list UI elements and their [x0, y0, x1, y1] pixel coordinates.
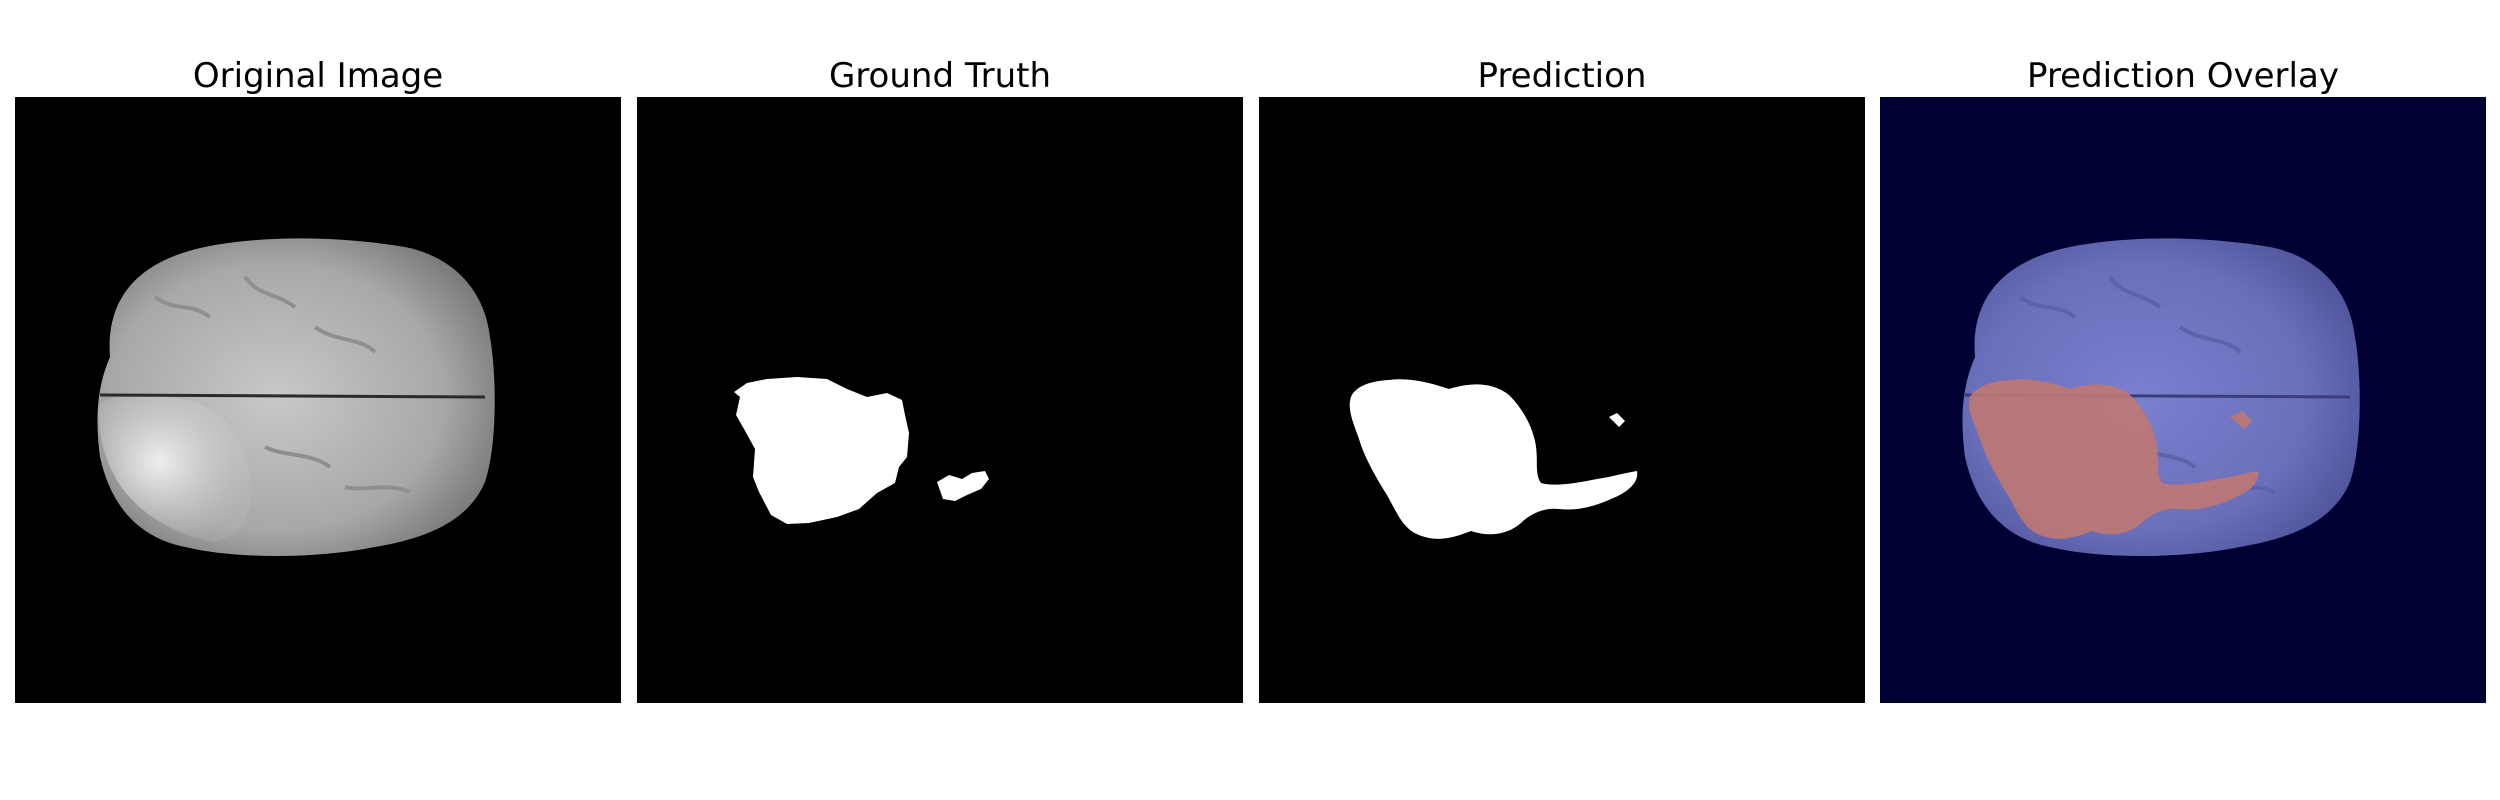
- panel-title: Original Image: [192, 56, 444, 96]
- panel-title: Prediction Overlay: [2027, 56, 2339, 96]
- panel-title: Prediction: [1477, 56, 1647, 96]
- ground-truth-mask: [637, 97, 1243, 703]
- panel-prediction: Prediction: [1259, 0, 1865, 800]
- original-mri-image: [15, 97, 621, 703]
- panel-ground-truth: Ground Truth: [637, 0, 1243, 800]
- prediction-mask: [1259, 97, 1865, 703]
- panel-original-image: Original Image: [15, 0, 621, 800]
- prediction-overlay-image: [1880, 97, 2486, 703]
- panel-prediction-overlay: Prediction Overlay: [1880, 0, 2486, 800]
- panel-title: Ground Truth: [828, 56, 1052, 96]
